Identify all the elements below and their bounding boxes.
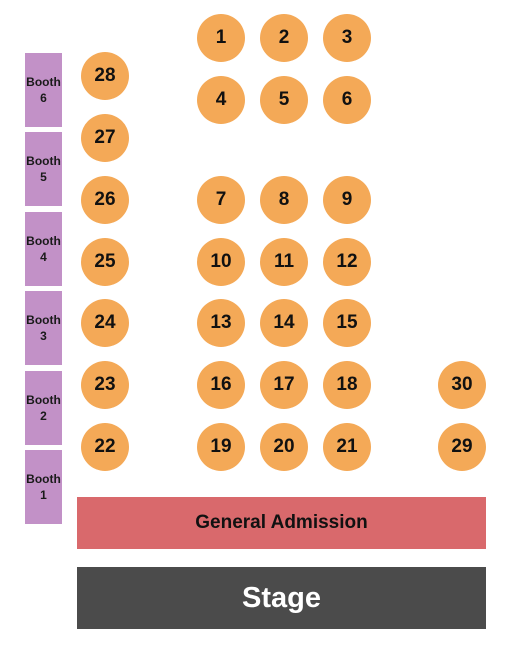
table-5[interactable]: 5 (260, 76, 308, 124)
booth-3[interactable]: Booth 3 (25, 291, 62, 365)
booth-label: Booth (26, 313, 61, 327)
table-11[interactable]: 11 (260, 238, 308, 286)
booth-label: Booth (26, 393, 61, 407)
table-19[interactable]: 19 (197, 423, 245, 471)
booth-number: 6 (40, 91, 47, 105)
table-9[interactable]: 9 (323, 176, 371, 224)
booth-2[interactable]: Booth 2 (25, 371, 62, 445)
table-16[interactable]: 16 (197, 361, 245, 409)
table-22[interactable]: 22 (81, 423, 129, 471)
table-4[interactable]: 4 (197, 76, 245, 124)
booth-number: 4 (40, 250, 47, 264)
table-12[interactable]: 12 (323, 238, 371, 286)
booth-label: Booth (26, 154, 61, 168)
booth-label: Booth (26, 472, 61, 486)
table-30[interactable]: 30 (438, 361, 486, 409)
booth-number: 1 (40, 488, 47, 502)
booth-number: 2 (40, 409, 47, 423)
table-23[interactable]: 23 (81, 361, 129, 409)
table-13[interactable]: 13 (197, 299, 245, 347)
booth-1[interactable]: Booth 1 (25, 450, 62, 524)
booth-5[interactable]: Booth 5 (25, 132, 62, 206)
table-7[interactable]: 7 (197, 176, 245, 224)
table-21[interactable]: 21 (323, 423, 371, 471)
table-10[interactable]: 10 (197, 238, 245, 286)
table-1[interactable]: 1 (197, 14, 245, 62)
booth-label: Booth (26, 75, 61, 89)
table-29[interactable]: 29 (438, 423, 486, 471)
booth-4[interactable]: Booth 4 (25, 212, 62, 286)
table-24[interactable]: 24 (81, 299, 129, 347)
booth-number: 5 (40, 170, 47, 184)
table-20[interactable]: 20 (260, 423, 308, 471)
booth-number: 3 (40, 329, 47, 343)
table-2[interactable]: 2 (260, 14, 308, 62)
table-25[interactable]: 25 (81, 238, 129, 286)
table-8[interactable]: 8 (260, 176, 308, 224)
table-26[interactable]: 26 (81, 176, 129, 224)
table-15[interactable]: 15 (323, 299, 371, 347)
stage: Stage (77, 567, 486, 629)
general-admission-section[interactable]: General Admission (77, 497, 486, 549)
table-14[interactable]: 14 (260, 299, 308, 347)
booth-label: Booth (26, 234, 61, 248)
booth-6[interactable]: Booth 6 (25, 53, 62, 127)
table-6[interactable]: 6 (323, 76, 371, 124)
table-17[interactable]: 17 (260, 361, 308, 409)
table-28[interactable]: 28 (81, 52, 129, 100)
table-3[interactable]: 3 (323, 14, 371, 62)
table-18[interactable]: 18 (323, 361, 371, 409)
table-27[interactable]: 27 (81, 114, 129, 162)
